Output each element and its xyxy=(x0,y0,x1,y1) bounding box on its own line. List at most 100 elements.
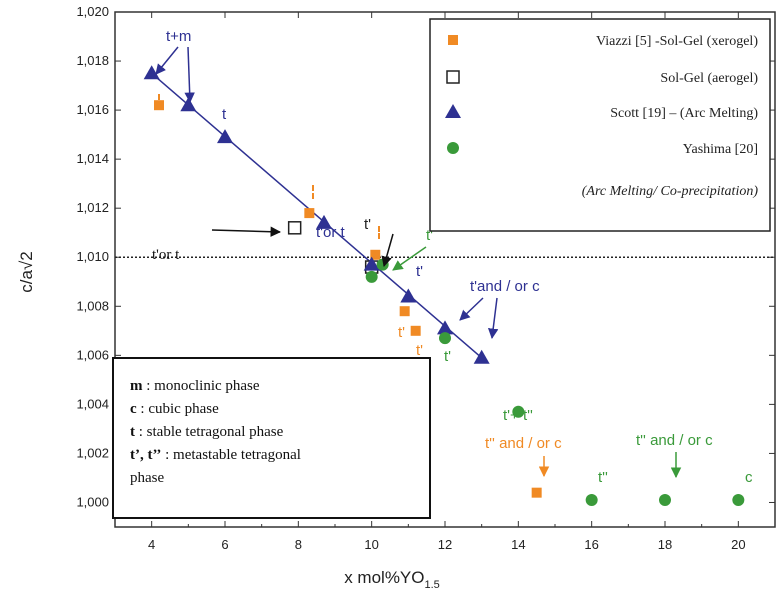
phase-notes-box xyxy=(112,357,431,519)
annotation-label: t' xyxy=(416,342,423,359)
annotations: t+m t t'or t t'or t t' t' t' t'and / or c t' t' t'… xyxy=(152,28,753,486)
trend-line xyxy=(151,72,483,359)
x-tick-label: 14 xyxy=(511,537,525,552)
data-point-square xyxy=(304,208,315,219)
annotation-label: t'+ t'' xyxy=(503,407,533,424)
phase-note-symbol: t xyxy=(130,424,135,440)
x-tick-label: 4 xyxy=(148,537,155,552)
annotation-label: t' xyxy=(364,216,371,233)
legend-label: Viazzi [5] -Sol-Gel (xerogel) xyxy=(596,34,758,49)
y-tick-label: 1,018 xyxy=(76,53,109,68)
phase-note-text: phase xyxy=(130,470,164,486)
phase-note-text: : monoclinic phase xyxy=(143,378,260,394)
phase-note-line: phase xyxy=(130,470,164,486)
legend-box xyxy=(429,18,771,232)
legend-label: Sol-Gel (aerogel) xyxy=(660,71,758,86)
legend-items: Viazzi [5] -Sol-Gel (xerogel) Sol-Gel (ae… xyxy=(445,34,758,199)
annotation-arrow xyxy=(211,226,282,237)
data-point-triangle xyxy=(180,97,197,112)
annotation-arrow xyxy=(381,233,394,268)
annotation-label: t' xyxy=(426,227,433,244)
phase-note-line: t : stable tetragonal phase xyxy=(130,424,284,440)
data-point-square xyxy=(410,325,421,336)
data-point-circle xyxy=(439,332,451,345)
x-axis-label: x mol%YO1.5 xyxy=(344,568,440,591)
x-tick-label: 18 xyxy=(658,537,672,552)
x-tick-label: 20 xyxy=(731,537,745,552)
annotation-arrow xyxy=(459,297,484,321)
x-tick-label: 6 xyxy=(221,537,228,552)
annotation-label: t xyxy=(222,106,227,123)
data-point-circle xyxy=(732,494,745,507)
legend-marker-square xyxy=(448,35,458,45)
annotation-label: t' xyxy=(444,348,451,365)
y-tick-label: 1,004 xyxy=(76,396,109,411)
x-axis-label-subscript: 1.5 xyxy=(425,579,440,591)
data-point-square xyxy=(531,487,542,498)
x-tick-label: 12 xyxy=(438,537,452,552)
legend-marker-circle xyxy=(447,142,459,154)
phase-note-symbol: t’, t’’ xyxy=(130,447,161,463)
phase-note-text: : stable tetragonal phase xyxy=(135,424,284,440)
data-point-circle xyxy=(512,405,525,418)
phase-note-text: : metastable tetragonal xyxy=(161,447,301,463)
legend: Viazzi [5] -Sol-Gel (xerogel) Sol-Gel (ae… xyxy=(429,18,771,232)
phase-note-line: c : cubic phase xyxy=(130,401,219,417)
annotation-arrow xyxy=(487,297,499,340)
data-point-square xyxy=(399,306,410,317)
y-tick-label: 1,008 xyxy=(76,298,109,313)
phase-note-symbol: m xyxy=(130,378,143,394)
data-point-triangle xyxy=(217,129,233,144)
y-tick-label: 1,020 xyxy=(76,4,109,19)
scott-trend-line xyxy=(151,72,483,359)
y-tick-label: 1,006 xyxy=(76,347,109,362)
legend-marker-triangle xyxy=(445,104,461,118)
data-point-circle xyxy=(376,258,389,271)
data-point-open-square xyxy=(287,221,302,235)
annotation-arrows xyxy=(155,46,682,479)
x-tick-label: 8 xyxy=(295,537,302,552)
annotation-label: t+m xyxy=(166,28,191,45)
phase-note-symbol: c xyxy=(130,401,137,417)
x-tick-label: 10 xyxy=(364,537,378,552)
y-tick-label: 1,010 xyxy=(76,249,109,264)
annotation-arrow xyxy=(155,46,179,75)
y-tick-label: 1,002 xyxy=(76,445,109,460)
annotation-label: t'' xyxy=(598,469,608,486)
data-point-circle xyxy=(365,270,378,283)
phase-note-line: t’, t’’ : metastable tetragonal xyxy=(130,447,301,463)
annotation-label: t' xyxy=(398,324,405,341)
y-tick-label: 1,012 xyxy=(76,200,109,215)
annotation-label: t'' and / or c xyxy=(636,432,713,449)
data-point-circle xyxy=(585,494,598,507)
legend-marker-open-square xyxy=(446,70,460,84)
y-tick-label: 1,016 xyxy=(76,102,109,117)
annotation-label: t'and / or c xyxy=(470,278,540,295)
legend-label: Yashima [20] xyxy=(683,142,758,157)
x-tick-label: 16 xyxy=(584,537,598,552)
data-point-triangle xyxy=(143,65,160,80)
legend-label: Scott [19] – (Arc Melting) xyxy=(610,106,758,121)
y-axis-label: c/a√2 xyxy=(17,251,36,292)
data-point-triangle xyxy=(437,320,453,335)
annotation-arrow xyxy=(392,246,427,271)
data-point-triangle xyxy=(363,256,380,271)
phase-note-line: m : monoclinic phase xyxy=(130,378,260,394)
annotation-label: t'or t xyxy=(316,224,346,241)
annotation-label: t' xyxy=(416,263,423,280)
data-point-square xyxy=(370,249,381,260)
phase-note-text: : cubic phase xyxy=(137,401,219,417)
data-marks xyxy=(143,65,745,507)
data-point-circle xyxy=(659,494,671,507)
annotation-label: c xyxy=(745,469,753,486)
annotation-arrow xyxy=(184,46,195,104)
annotation-label: t'or t xyxy=(152,247,180,263)
y-tick-label: 1,014 xyxy=(76,151,109,166)
data-point-triangle xyxy=(473,349,490,364)
y-tick-label: 1,000 xyxy=(76,494,109,509)
data-point-triangle xyxy=(316,214,332,229)
annotation-label: t'' and / or c xyxy=(485,435,562,452)
